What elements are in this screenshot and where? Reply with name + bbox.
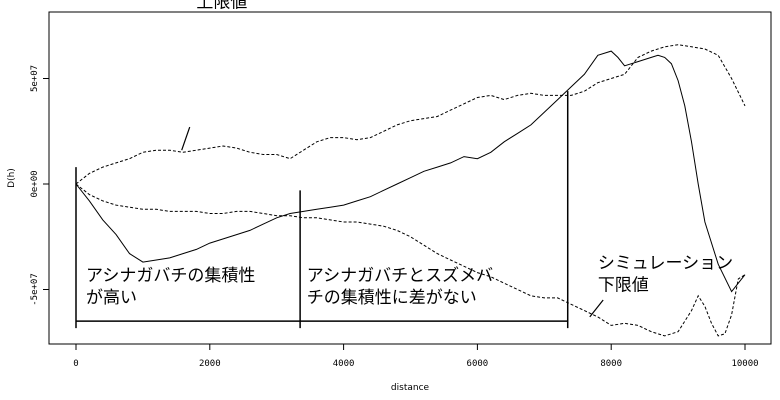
region-high-label-line: アシナガバチの集積性 (86, 266, 255, 286)
region-high-label-line: が高い (86, 288, 137, 308)
series-layer (75, 44, 746, 337)
lower-limit-label-line: 下限値 (598, 275, 649, 295)
lower-limit-pointer (589, 299, 604, 318)
y-tick-label: 5e+07 (30, 65, 40, 92)
x-tick-label: 6000 (467, 359, 489, 369)
x-tick-label: 4000 (333, 359, 355, 369)
upper-limit-line (75, 44, 746, 185)
y-tick-label: 0e+00 (30, 170, 40, 197)
x-tick-label: 8000 (600, 359, 622, 369)
x-axis-title: distance (391, 383, 430, 393)
region-no-diff-label-line: チの集積性に差がない (307, 288, 477, 308)
upper-limit-label-line: 上限値 (196, 0, 247, 13)
observed-line (75, 50, 746, 293)
y-tick-label: -5e+07 (30, 273, 40, 306)
upper-limit-pointer (181, 126, 191, 151)
x-tick-label: 0 (73, 359, 78, 369)
x-axis: 0 2000 4000 6000 8000 10000 (73, 343, 759, 369)
upper-limit-label: シミュレーション上限値 (196, 0, 331, 13)
lower-limit-label-line: シミュレーション (598, 253, 733, 273)
region-no-diff-label-line: アシナガバチとスズメバ (307, 266, 493, 286)
lower-limit-label: シミュレーション下限値 (598, 253, 733, 295)
x-tick-label: 2000 (199, 359, 221, 369)
region-high-label: アシナガバチの集積性が高い (86, 266, 255, 308)
region-no-diff-label: アシナガバチとスズメバチの集積性に差がない (307, 266, 493, 308)
y-axis-title: D(h) (7, 168, 17, 188)
lower-limit-line (75, 183, 746, 337)
y-axis: -5e+07 0e+00 5e+07 (30, 65, 50, 306)
x-tick-label: 10000 (731, 359, 758, 369)
overlay-layer: シミュレーション上限値シミュレーション下限値アシナガバチの集積性が高いアシナガバ… (75, 0, 733, 329)
